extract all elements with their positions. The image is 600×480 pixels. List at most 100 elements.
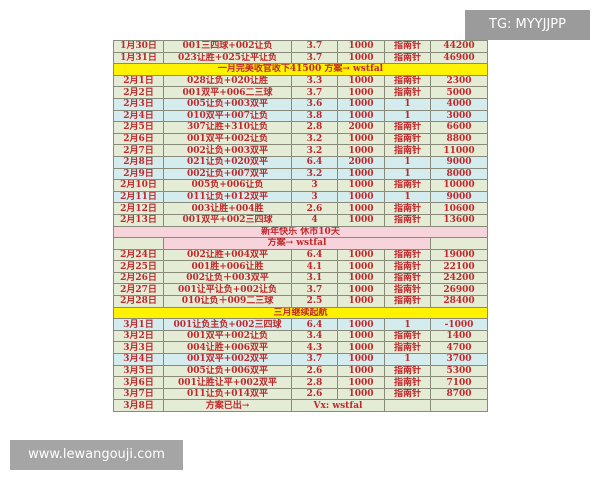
stake-cell: 1000 — [337, 109, 385, 123]
stake-cell: 1000 — [337, 271, 385, 285]
stake-cell: 1000 — [337, 387, 385, 401]
result-cell: 指南针 — [384, 132, 431, 146]
date-cell: 3月7日 — [113, 387, 164, 401]
banner-row: 新年快乐 休市10天 — [113, 225, 488, 239]
odds-cell: 4 — [291, 213, 338, 227]
table-row: 2月9日 002让负+007双平 3.2 1000 1 8000 — [113, 167, 488, 181]
bet-cell: 001双平+002双平 — [163, 353, 292, 366]
odds-cell: 4.3 — [291, 341, 338, 355]
stake-cell: 1000 — [337, 144, 385, 157]
table-row: 2月7日 002让负+003双平 3.2 1000 指南针 11000 — [113, 144, 488, 157]
bet-cell: 011让负+012双平 — [163, 190, 292, 204]
date-cell: 2月11日 — [113, 190, 164, 204]
balance-cell: -1000 — [430, 318, 488, 331]
stake-cell: 1000 — [337, 213, 385, 227]
plan-row: 方案→ wstfal — [113, 237, 488, 250]
odds-cell: 3 — [291, 190, 338, 204]
odds-cell: 3.7 — [291, 51, 338, 65]
bet-cell: 002让负+003双平 — [163, 144, 292, 157]
result-cell: 指南针 — [384, 260, 431, 273]
table-row: 3月4日 001双平+002双平 3.7 1000 1 3700 — [113, 353, 488, 366]
result-cell: 指南针 — [384, 179, 431, 192]
odds-cell: 3.2 — [291, 132, 338, 146]
bet-cell: 307让胜+310让负 — [163, 121, 292, 134]
empty-cell — [113, 237, 164, 250]
table-row: 2月25日 001胜+006让胜 4.1 1000 指南针 22100 — [113, 260, 488, 273]
table-row: 3月3日 004让胜+006双平 4.3 1000 指南针 4700 — [113, 341, 488, 355]
table-row: 2月1日 028让负+020让胜 3.3 1000 指南针 2300 — [113, 74, 488, 88]
balance-cell: 8800 — [430, 132, 488, 146]
bet-cell: 001双平+002让负 — [163, 329, 292, 343]
result-cell: 指南针 — [384, 121, 431, 134]
date-cell: 2月28日 — [113, 295, 164, 308]
odds-cell: 2.6 — [291, 387, 338, 401]
result-cell: 指南针 — [384, 364, 431, 378]
stake-cell: 1000 — [337, 248, 385, 262]
result-cell: 指南针 — [384, 376, 431, 389]
odds-cell: 3.8 — [291, 109, 338, 123]
bet-cell: 005让负+003双平 — [163, 97, 292, 111]
stake-cell: 1000 — [337, 329, 385, 343]
result-cell: 1 — [384, 109, 431, 123]
balance-cell: 10600 — [430, 202, 488, 215]
odds-cell: 3.6 — [291, 97, 338, 111]
watermark-tg: TG: MYYJJPP — [465, 10, 590, 40]
odds-cell: 2.8 — [291, 376, 338, 389]
result-cell: 指南针 — [384, 74, 431, 88]
date-cell: 2月27日 — [113, 283, 164, 297]
date-cell: 3月2日 — [113, 329, 164, 343]
bet-cell: 023让胜+025让平让负 — [163, 51, 292, 65]
odds-cell: 3.2 — [291, 167, 338, 181]
balance-cell: 3000 — [430, 109, 488, 123]
date-cell: 3月1日 — [113, 318, 164, 331]
balance-cell: 9000 — [430, 155, 488, 169]
odds-cell: 4.1 — [291, 260, 338, 273]
balance-cell: 6600 — [430, 121, 488, 134]
table-row: 2月27日 001让平让负+002让负 3.7 1000 指南针 26900 — [113, 283, 488, 297]
result-cell: 指南针 — [384, 341, 431, 355]
balance-cell: 8700 — [430, 387, 488, 401]
result-cell: 指南针 — [384, 51, 431, 65]
date-cell: 2月10日 — [113, 179, 164, 192]
balance-cell: 28400 — [430, 295, 488, 308]
result-cell: 指南针 — [384, 283, 431, 297]
contact-cell: Vx: wstfal — [291, 399, 385, 412]
date-cell: 2月4日 — [113, 109, 164, 123]
bet-cell: 002让负＋003双平 — [163, 271, 292, 285]
stake-cell: 1000 — [337, 295, 385, 308]
table-row: 3月8日 方案已出→ Vx: wstfal — [113, 399, 488, 412]
bet-cell: 002让胜+004双平 — [163, 248, 292, 262]
table-row: 3月6日 001让胜让平+002双平 2.8 1000 指南针 7100 — [113, 376, 488, 389]
balance-cell: 46900 — [430, 51, 488, 65]
table-row: 2月26日 002让负＋003双平 3.1 1000 指南针 24200 — [113, 271, 488, 285]
result-cell: 指南针 — [384, 40, 431, 53]
bet-cell: 001双平+002让负 — [163, 132, 292, 146]
table-row: 1月30日 001三四球+002让负 3.7 1000 指南针 44200 — [113, 40, 488, 53]
bet-cell: 021让负+020双平 — [163, 155, 292, 169]
odds-cell: 3.7 — [291, 40, 338, 53]
banner-text: 新年快乐 休市10天 — [113, 225, 488, 239]
odds-cell: 3.3 — [291, 74, 338, 88]
table-row: 3月2日 001双平+002让负 3.4 1000 指南针 1400 — [113, 329, 488, 343]
bet-cell: 002让负+007双平 — [163, 167, 292, 181]
odds-cell: 3 — [291, 179, 338, 192]
date-cell: 2月3日 — [113, 97, 164, 111]
bet-cell: 001让负主负+002三四球 — [163, 318, 292, 331]
bet-cell: 005负+006让负 — [163, 179, 292, 192]
date-cell: 2月5日 — [113, 121, 164, 134]
date-cell: 2月9日 — [113, 167, 164, 181]
balance-cell: 26900 — [430, 283, 488, 297]
result-cell: 1 — [384, 318, 431, 331]
plan-text: 方案→ wstfal — [163, 237, 431, 250]
date-cell: 2月26日 — [113, 271, 164, 285]
stake-cell: 2000 — [337, 121, 385, 134]
balance-cell: 44200 — [430, 40, 488, 53]
table-row: 2月12日 003让胜+004胜 2.6 1000 指南针 10600 — [113, 202, 488, 215]
stake-cell: 1000 — [337, 97, 385, 111]
balance-cell: 4700 — [430, 341, 488, 355]
balance-cell: 13600 — [430, 213, 488, 227]
bet-cell: 003让胜+004胜 — [163, 202, 292, 215]
odds-cell: 2.6 — [291, 364, 338, 378]
table-row: 2月6日 001双平+002让负 3.2 1000 指南针 8800 — [113, 132, 488, 146]
empty-cell — [430, 237, 488, 250]
